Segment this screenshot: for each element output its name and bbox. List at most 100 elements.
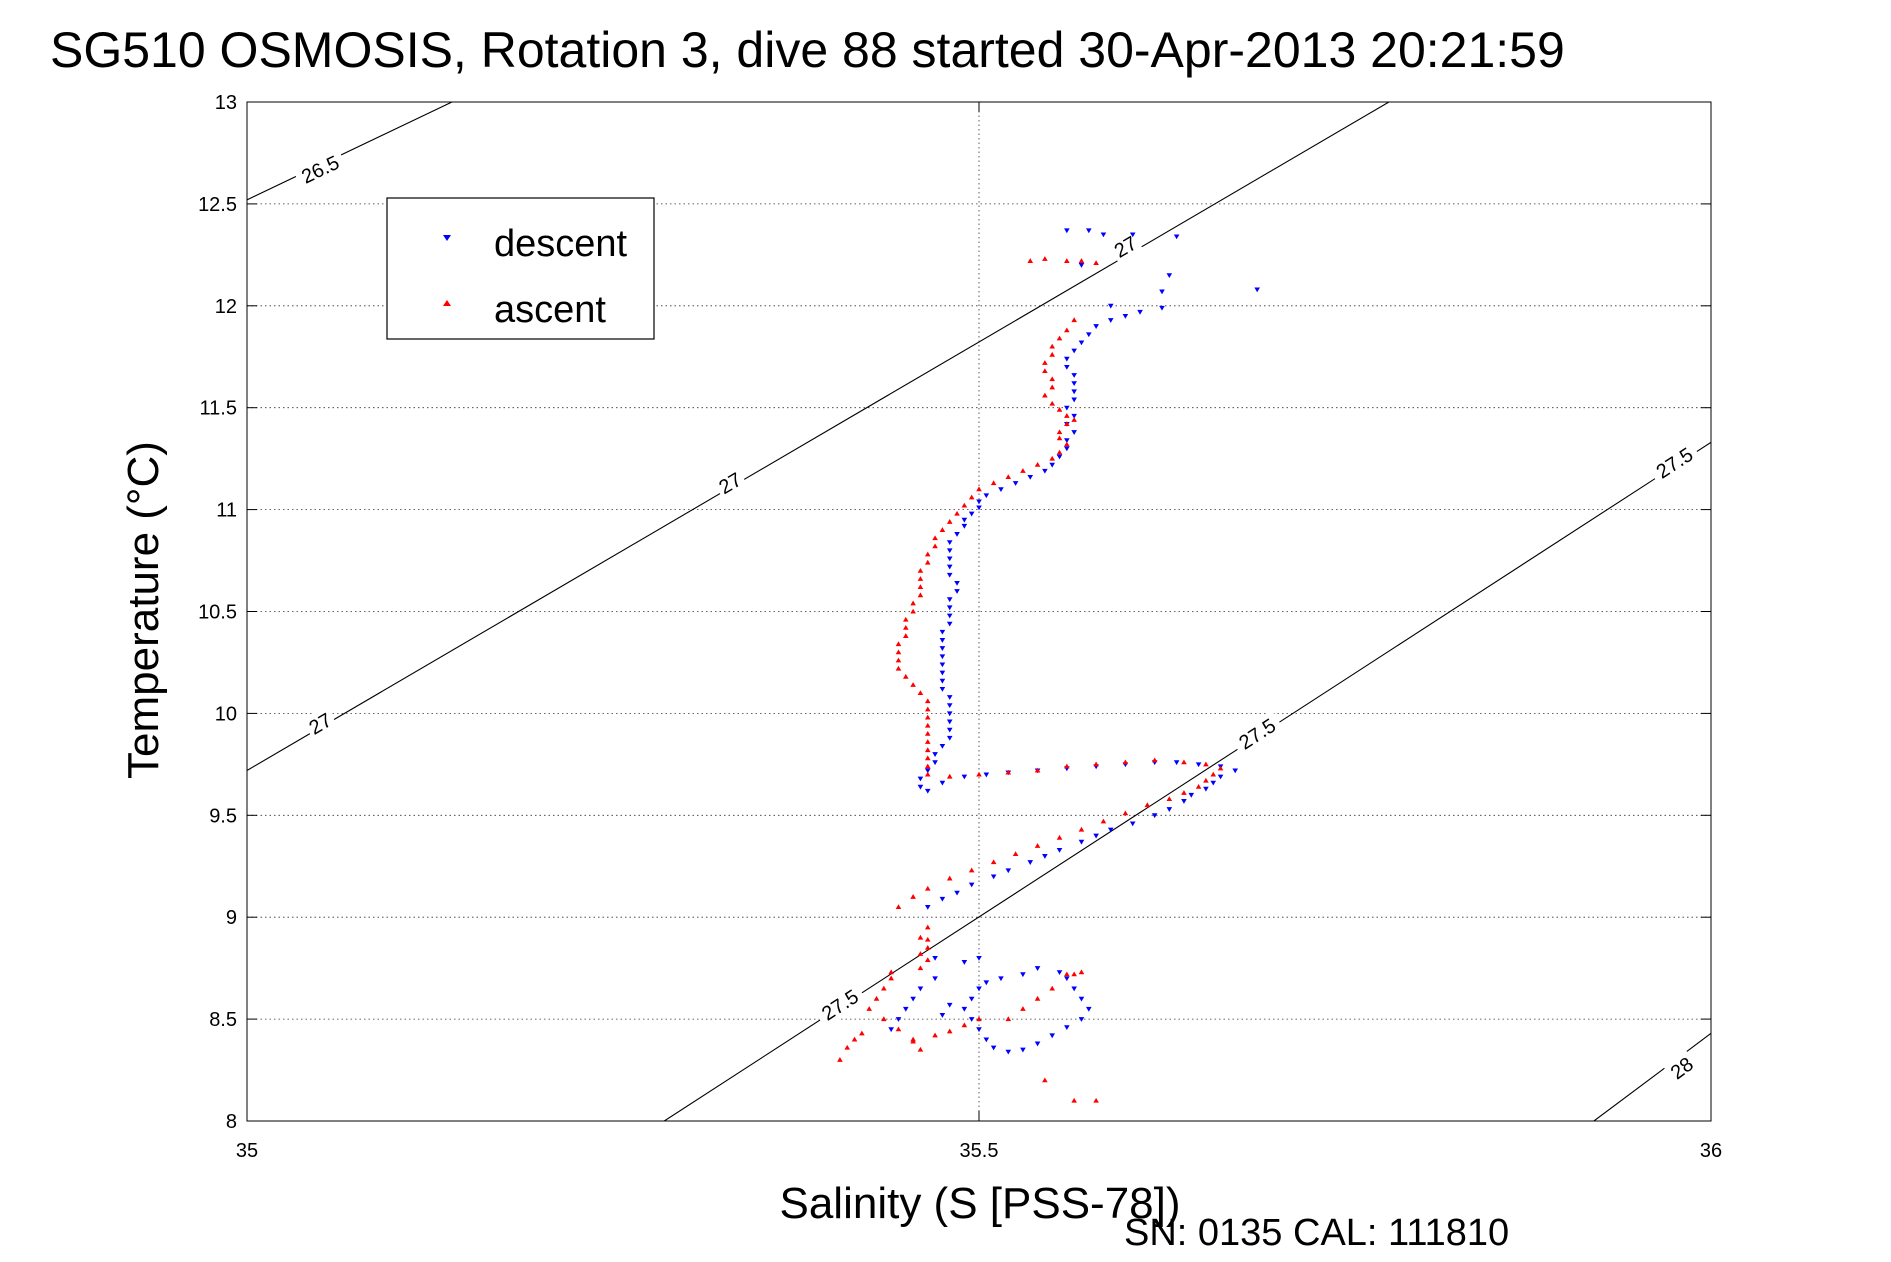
descent-point xyxy=(932,752,938,757)
descent-point xyxy=(1064,228,1070,234)
ascent-point xyxy=(1056,335,1063,341)
y-tick-label: 12.5 xyxy=(198,194,237,216)
descent-point xyxy=(939,780,946,786)
descent-point xyxy=(917,776,924,782)
descent-point xyxy=(946,613,953,619)
descent-point xyxy=(939,662,946,668)
descent-point xyxy=(946,719,953,725)
ascent-point xyxy=(837,1057,843,1062)
descent-point xyxy=(1078,340,1085,346)
descent-point xyxy=(1107,318,1114,323)
descent-point xyxy=(895,1017,902,1022)
ascent-point xyxy=(844,1044,851,1050)
descent-point xyxy=(939,629,946,635)
ascent-point xyxy=(924,559,931,565)
descent-point xyxy=(961,960,968,965)
ascent-point xyxy=(917,951,924,956)
descent-point xyxy=(1086,332,1092,338)
ascent-point xyxy=(1144,802,1151,808)
descent-point xyxy=(976,986,982,992)
descent-point xyxy=(1210,780,1217,786)
ascent-point xyxy=(961,502,968,508)
ascent-point xyxy=(954,510,960,516)
descent-point xyxy=(1056,847,1063,853)
ascent-point xyxy=(924,747,931,753)
ascent-point xyxy=(924,924,931,930)
descent-point xyxy=(990,874,997,880)
ascent-point xyxy=(1195,783,1202,789)
descent-point xyxy=(946,1002,953,1008)
descent-point xyxy=(1056,454,1063,460)
descent-point xyxy=(946,727,953,733)
ascent-point xyxy=(1042,256,1048,261)
descent-point xyxy=(1195,762,1202,768)
ascent-point xyxy=(1122,810,1129,816)
ascent-point xyxy=(924,755,931,761)
descent-point xyxy=(1254,287,1260,293)
ascent-point xyxy=(881,1016,887,1022)
descent-point xyxy=(1159,305,1165,311)
descent-point xyxy=(1122,313,1129,319)
descent-point xyxy=(1078,839,1085,845)
ascent-point xyxy=(932,1032,938,1038)
descent-point xyxy=(1071,986,1077,992)
ascent-point xyxy=(932,535,938,541)
isopycnal-line xyxy=(1593,1032,1711,1121)
descent-point xyxy=(924,768,931,774)
descent-point xyxy=(976,499,982,505)
ascent-point xyxy=(1049,376,1055,382)
ascent-point xyxy=(1042,360,1048,365)
ascent-point xyxy=(1034,767,1041,773)
descent-point xyxy=(946,735,953,741)
descent-point xyxy=(1064,446,1070,452)
ascent-point xyxy=(976,486,982,492)
ascent-point xyxy=(976,1016,982,1022)
ascent-point xyxy=(1027,258,1034,263)
legend-box xyxy=(386,197,655,340)
descent-point xyxy=(1129,821,1136,827)
y-tick-label: 9.5 xyxy=(209,805,237,827)
descent-point xyxy=(1071,397,1077,403)
legend: descent ascent xyxy=(386,197,655,340)
ascent-point xyxy=(1012,851,1019,857)
descent-point xyxy=(1188,792,1195,798)
descent-point xyxy=(1078,263,1085,268)
y-tick-label: 11.5 xyxy=(200,398,237,420)
ascent-point xyxy=(968,867,975,873)
descent-point xyxy=(1071,413,1077,419)
x-tick-label: 35 xyxy=(236,1140,258,1162)
descent-point xyxy=(1071,430,1077,435)
ascent-point xyxy=(1078,969,1085,975)
descent-point xyxy=(932,760,938,766)
ascent-point xyxy=(903,633,909,638)
descent-point xyxy=(924,905,931,910)
ascent-point xyxy=(1210,771,1217,777)
ascent-point xyxy=(1064,258,1070,263)
ascent-point xyxy=(1181,790,1187,795)
ascent-point xyxy=(910,894,916,899)
ascent-point xyxy=(895,904,902,910)
ascent-point xyxy=(1056,406,1063,412)
ascent-point xyxy=(961,1022,968,1028)
ascent-point xyxy=(1042,392,1048,398)
isopycnal-line xyxy=(247,102,1390,771)
descent-point xyxy=(1034,966,1041,971)
ascent-point xyxy=(895,1026,902,1032)
descent-point xyxy=(932,955,938,961)
descent-point xyxy=(1107,303,1114,309)
descent-point xyxy=(1159,289,1165,295)
ascent-point xyxy=(851,1036,858,1042)
ascent-point xyxy=(924,714,931,720)
descent-point xyxy=(946,572,953,578)
descent-point xyxy=(968,1017,975,1022)
descent-point xyxy=(1027,860,1034,865)
descent-point xyxy=(983,772,990,778)
ascent-point xyxy=(924,885,931,891)
descent-point xyxy=(946,703,953,709)
descent-point xyxy=(1093,324,1099,329)
descent-point xyxy=(1086,228,1092,234)
axis-ticks: 35 35.5 36 8 8.5 9 9.5 10 10.5 11 11.5 12 12.5 13 xyxy=(198,92,1722,1162)
legend-descent-label: descent xyxy=(494,223,628,265)
ascent-point xyxy=(1064,413,1070,418)
